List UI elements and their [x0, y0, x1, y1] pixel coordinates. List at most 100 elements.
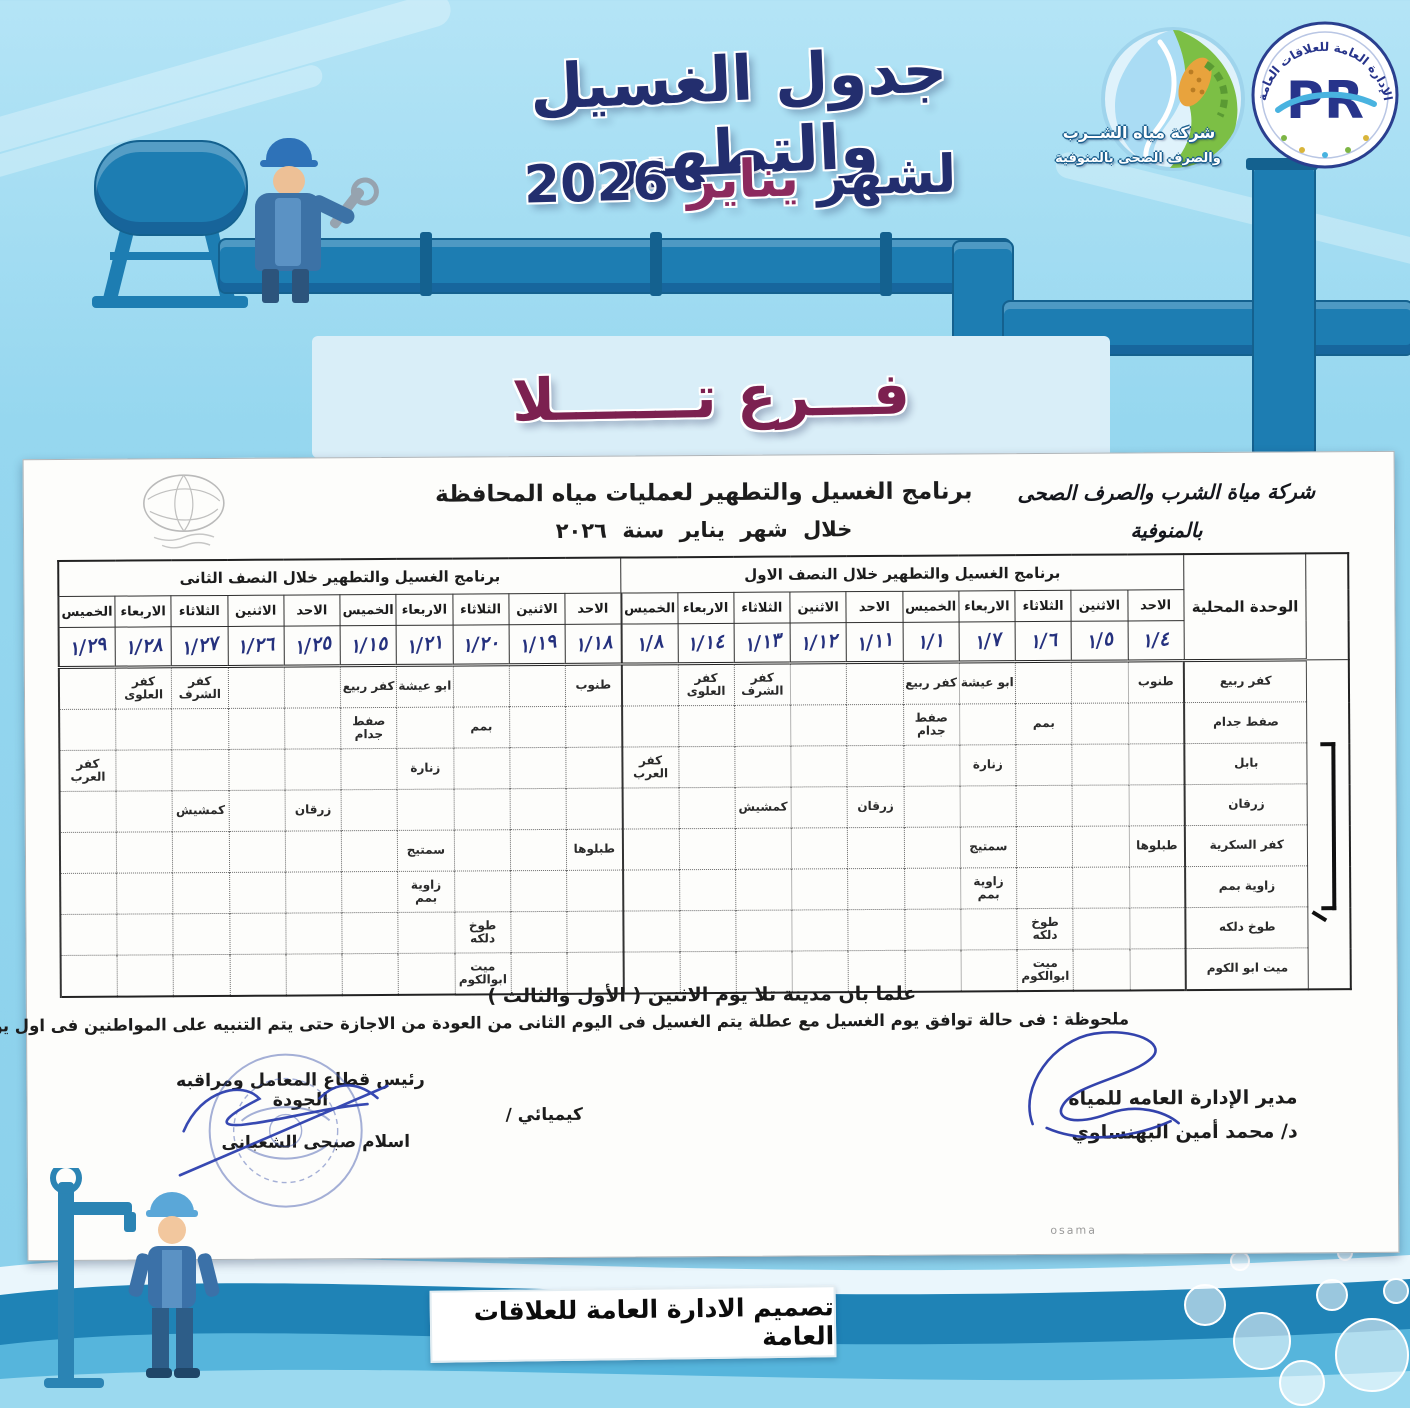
schedule-entry	[284, 748, 342, 791]
schedule-entry	[790, 704, 848, 747]
worker-face	[273, 166, 305, 196]
schedule-entry	[509, 706, 566, 748]
date-header: ١/١٤	[677, 623, 735, 664]
schedule-entry	[397, 789, 454, 831]
schedule-entry	[678, 705, 735, 747]
tank-stand-brace	[110, 252, 230, 260]
schedule-entry	[116, 913, 174, 956]
schedule-entry: سمتيج	[397, 830, 455, 872]
schedule-entry	[58, 667, 116, 710]
unit-name: صفط جدام	[1184, 701, 1308, 744]
schedule-entry	[1072, 866, 1130, 909]
designer-watermark: osama	[1050, 1223, 1098, 1237]
schedule-entry: كفر ربيع	[902, 661, 960, 705]
first-half-section-title: برنامج الغسيل والتطهير خلال النصف الاول	[620, 554, 1184, 594]
unit-name: زاوية بمم	[1185, 865, 1309, 908]
schedule-entry: كمشيش	[172, 790, 229, 832]
handwritten-date: ١/١	[916, 629, 946, 654]
date-header: ١/٧	[958, 621, 1016, 662]
unit-name: ميت ابو الكوم	[1185, 947, 1309, 991]
schedule-entry	[959, 785, 1017, 827]
schedule-entry	[229, 913, 286, 955]
schedule-entry	[735, 828, 792, 870]
holiday-note: ملحوظة : فى حالة توافق يوم الغسيل مع عطل…	[0, 1009, 1130, 1036]
unit-column-header: الوحدة المحلية	[1183, 553, 1307, 661]
pipe-flange	[420, 232, 432, 296]
subtitle-prefix: لشهر	[816, 144, 957, 208]
schedule-entry	[960, 949, 1018, 992]
schedule-entry: طنوب	[1127, 660, 1185, 703]
pipe-flange	[880, 232, 892, 296]
day-header: الاربعاء	[396, 594, 453, 626]
handwritten-date: ١/٢٧	[179, 632, 220, 661]
schedule-entry	[454, 870, 511, 913]
schedule-entry	[735, 869, 792, 911]
worker-overalls	[275, 198, 301, 266]
document-title-line2: خلال شهر يناير سنة ٢٠٢٦	[555, 517, 853, 543]
schedule-table: الوحدة المحلية برنامج الغسيل والتطهير خلا…	[57, 552, 1352, 998]
schedule-entry: صفط جدام	[903, 703, 960, 746]
schedule-entry: ابو عيشة	[396, 665, 454, 708]
document-title-block: برنامج الغسيل والتطهير لعمليات مياه المح…	[414, 478, 994, 544]
schedule-entry	[1016, 826, 1073, 868]
schedule-entry	[60, 955, 118, 997]
schedule-entry	[790, 745, 848, 788]
schedule-entry	[846, 704, 904, 746]
schedule-entry: طوخ دلكه	[454, 911, 511, 954]
handwritten-date: ١/١٨	[573, 631, 613, 657]
schedule-entry	[285, 871, 342, 914]
day-header: الاربعاء	[677, 592, 734, 624]
company-logo-text-line1: شركة مياه الشــرب	[1062, 123, 1216, 142]
schedule-entry	[117, 954, 174, 997]
schedule-entry	[904, 908, 961, 951]
unit-name: زرقان	[1184, 783, 1308, 826]
schedule-entry: زرقان	[847, 786, 904, 828]
schedule-entry	[59, 791, 117, 833]
date-header: ١/١	[902, 621, 960, 663]
schedule-entry	[903, 744, 960, 787]
day-header: الثلاثاء	[733, 592, 791, 624]
schedule-entry: بمم	[453, 706, 510, 749]
day-header: الثلاثاء	[1014, 590, 1072, 622]
signature-ink-left	[178, 1084, 389, 1177]
schedule-entry	[227, 666, 285, 709]
schedule-entry	[791, 827, 848, 870]
schedule-entry: كفر الشرف	[171, 666, 229, 709]
day-header: الخميس	[621, 592, 678, 625]
schedule-entry	[510, 911, 568, 953]
schedule-entry	[60, 873, 117, 915]
schedule-entry	[229, 872, 286, 914]
date-header: ١/٢١	[396, 625, 453, 666]
schedule-entry	[453, 747, 510, 790]
schedule-entry	[621, 705, 679, 748]
schedule-entry	[342, 953, 399, 996]
day-header: الاربعاء	[114, 595, 172, 628]
worker-leg	[262, 269, 279, 303]
sign-left-label: كيميائي /	[505, 1104, 583, 1126]
schedule-entry	[172, 831, 230, 873]
date-header: ١/٢٦	[227, 626, 285, 667]
scanned-schedule-document: شركة مياة الشرب والصرف الصحى بالمنوفية ق…	[0, 450, 1400, 1262]
schedule-entry	[622, 869, 680, 912]
credit-text: تصميم الادارة العامة للعلاقات العامة	[473, 1292, 835, 1352]
schedule-entry	[509, 664, 566, 707]
pr-logo-graphic: الإدارة العامة للعلاقات العامة PR	[1251, 21, 1399, 169]
handwritten-date: ١/٢٩	[66, 632, 108, 661]
maintenance-worker-illustration	[238, 136, 373, 308]
schedule-entry	[1071, 660, 1129, 704]
document-title-line1: برنامج الغسيل والتطهير لعمليات مياه المح…	[435, 478, 973, 508]
handwritten-date: ١/١٩	[516, 630, 558, 658]
schedule-entry	[566, 911, 624, 953]
date-header: ١/٢٨	[115, 626, 172, 668]
handwritten-date: ١/٢١	[404, 630, 445, 659]
handwritten-date: ١/٢٠	[461, 631, 501, 658]
schedule-entry: زنارة	[397, 748, 454, 790]
schedule-entry: زاوية بمم	[960, 867, 1017, 909]
hand-drawn-bracket	[1320, 742, 1337, 911]
schedule-entry	[791, 868, 849, 911]
schedule-entry	[453, 829, 511, 872]
worker-leg	[292, 269, 309, 303]
schedule-entry	[1072, 743, 1129, 786]
schedule-entry	[848, 909, 905, 951]
schedule-entry	[229, 954, 287, 996]
